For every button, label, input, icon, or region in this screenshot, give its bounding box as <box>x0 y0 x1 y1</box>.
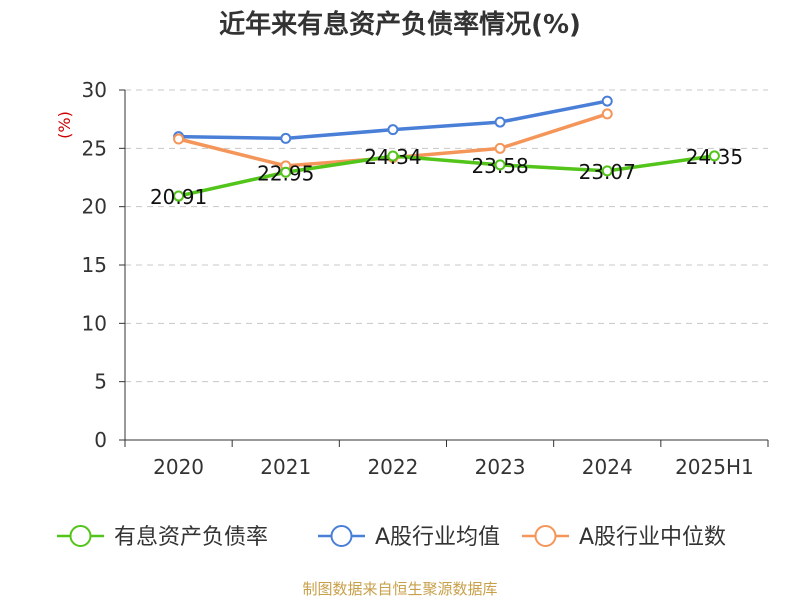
legend-item: A股行业中位数 <box>522 525 726 550</box>
data-point <box>280 166 292 178</box>
data-point <box>387 150 399 162</box>
legend-item: A股行业均值 <box>318 525 500 550</box>
data-point <box>280 132 292 144</box>
y-tick-label: 30 <box>82 78 107 102</box>
data-point <box>601 95 613 107</box>
data-label: 24.35 <box>686 145 743 169</box>
legend-item: 有息资产负债率 <box>57 525 268 550</box>
x-tick-label: 2023 <box>475 455 526 479</box>
chart-title: 近年来有息资产负债率情况(%) <box>219 10 581 40</box>
legend-label: A股行业均值 <box>375 525 500 550</box>
axis-layer: 0 5 10 15 20 25 30 2020 2021 2022 2023 2024 2025H1 (%… <box>55 78 769 479</box>
legend-marker <box>534 525 557 547</box>
data-label: 23.07 <box>579 160 636 184</box>
x-tick-label: 2022 <box>367 455 418 479</box>
legend-label: A股行业中位数 <box>579 525 726 550</box>
data-label: 24.34 <box>364 145 421 169</box>
legend-label: 有息资产负债率 <box>114 525 268 550</box>
y-tick-label: 0 <box>94 428 107 452</box>
y-tick-label: 10 <box>82 311 107 335</box>
data-label-layer: 20.91 22.95 24.34 23.58 23.07 24.35 <box>150 145 743 209</box>
data-point <box>601 165 613 177</box>
y-tick-label: 25 <box>82 136 107 160</box>
data-point <box>173 133 185 145</box>
x-tick-label: 2024 <box>582 455 633 479</box>
data-label: 23.58 <box>471 154 528 178</box>
data-label: 22.95 <box>257 161 314 185</box>
legend-marker <box>330 525 353 547</box>
data-point <box>708 150 720 162</box>
y-tick-label: 20 <box>82 195 107 219</box>
data-point <box>601 108 613 120</box>
grid-layer <box>125 89 768 383</box>
y-axis-unit: (%) <box>55 111 74 139</box>
legend: 有息资产负债率 A股行业均值 A股行业中位数 <box>57 525 726 550</box>
data-point <box>494 159 506 171</box>
x-tick-label: 2025H1 <box>675 455 754 479</box>
x-tick-label: 2021 <box>260 455 311 479</box>
x-tick-label: 2020 <box>153 455 204 479</box>
data-point <box>173 190 185 202</box>
legend-marker <box>69 525 92 547</box>
data-point <box>494 142 506 154</box>
data-point <box>387 124 399 136</box>
data-point <box>494 116 506 128</box>
data-label: 20.91 <box>150 185 207 209</box>
series-layer <box>173 95 720 202</box>
series-line <box>178 154 715 198</box>
y-tick-label: 5 <box>94 370 107 394</box>
y-tick-label: 15 <box>82 253 107 277</box>
source-note: 制图数据来自恒生聚源数据库 <box>302 580 498 598</box>
